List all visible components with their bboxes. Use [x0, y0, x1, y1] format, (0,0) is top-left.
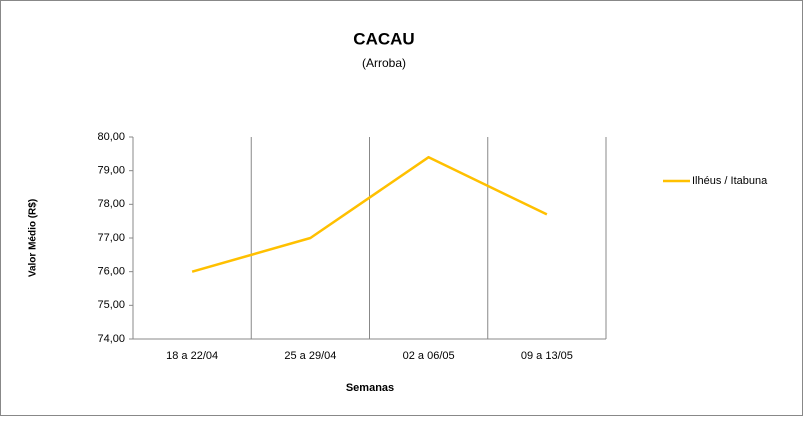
y-tick-label: 76,00 [97, 266, 125, 278]
x-tick-label: 02 a 06/05 [403, 350, 455, 362]
y-tick-label: 75,00 [97, 299, 125, 311]
chart-title: CACAU [353, 29, 414, 48]
y-tick-label: 77,00 [97, 232, 125, 244]
y-tick-label: 79,00 [97, 165, 125, 177]
x-tick-label: 18 a 22/04 [166, 350, 218, 362]
y-tick-label: 78,00 [97, 198, 125, 210]
y-tick-label: 80,00 [97, 131, 125, 143]
x-tick-label: 25 a 29/04 [284, 350, 336, 362]
legend-label: Ilhéus / Itabuna [692, 175, 768, 187]
y-tick-label: 74,00 [97, 333, 125, 345]
x-axis-label: Semanas [346, 382, 394, 394]
y-axis-label: Valor Médio (R$) [28, 199, 39, 277]
x-tick-label: 09 a 13/05 [521, 350, 573, 362]
chart-subtitle: (Arroba) [362, 56, 406, 70]
series-line [191, 155, 548, 273]
